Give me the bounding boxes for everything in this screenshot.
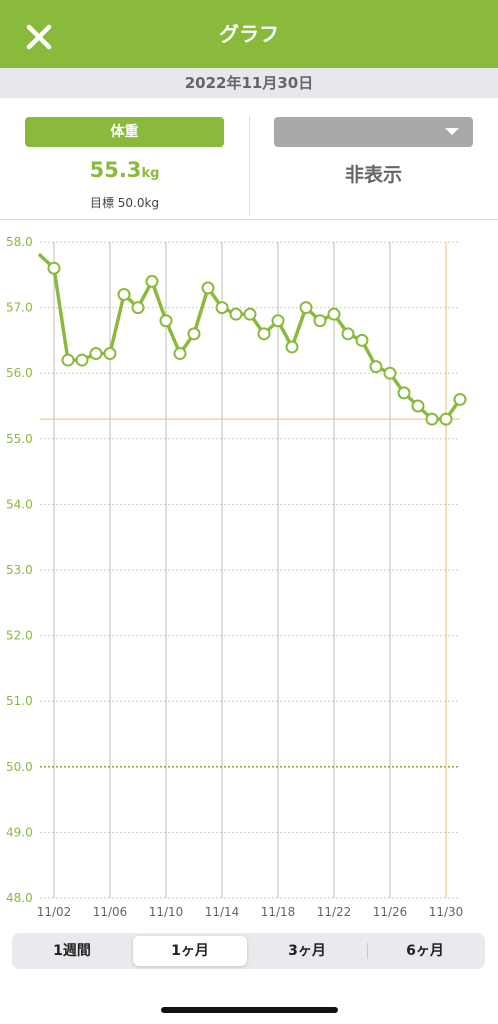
x-tick-label: 11/18 [261, 905, 296, 919]
current-weight-value: 55.3 [89, 158, 142, 182]
x-tick-label: 11/02 [37, 905, 72, 919]
y-tick-label: 51.0 [6, 694, 33, 708]
weight-line [38, 253, 462, 421]
data-point [355, 333, 369, 347]
weight-button[interactable]: 体重 [25, 117, 224, 147]
data-point [145, 274, 159, 288]
data-point [75, 353, 89, 367]
y-tick-label: 49.0 [6, 825, 33, 839]
data-point [439, 412, 453, 426]
triangle-down-icon [445, 128, 459, 135]
period-selector: 1週間 1ヶ月 3ヶ月 6ヶ月 [12, 933, 485, 969]
x-tick-label: 11/06 [93, 905, 128, 919]
data-point [89, 347, 103, 361]
segment-1month[interactable]: 1ヶ月 [133, 936, 247, 966]
x-tick-label: 11/10 [149, 905, 184, 919]
data-point [271, 314, 285, 328]
current-weight: 55.3kg [25, 158, 224, 182]
data-point [61, 353, 75, 367]
y-tick-label: 56.0 [6, 366, 33, 380]
y-tick-label: 53.0 [6, 563, 33, 577]
data-point [243, 307, 257, 321]
home-indicator [161, 1007, 338, 1013]
segment-divider [367, 943, 368, 959]
data-point [215, 301, 229, 315]
data-point [173, 347, 187, 361]
date-label: 2022年11月30日 [0, 68, 498, 98]
data-point [369, 360, 383, 374]
header-bar: グラフ [0, 0, 498, 68]
y-tick-label: 52.0 [6, 629, 33, 643]
y-tick-label: 55.0 [6, 432, 33, 446]
data-point [103, 347, 117, 361]
x-tick-label: 11/26 [373, 905, 408, 919]
y-tick-label: 57.0 [6, 301, 33, 315]
y-tick-label: 58.0 [6, 235, 33, 249]
data-point [201, 281, 215, 295]
weight-chart: 11/02 11/06 11/10 11/14 11/18 11/22 11/26 11/30… [6, 235, 467, 919]
data-point [383, 366, 397, 380]
panel-divider [249, 116, 250, 216]
segment-6months[interactable]: 6ヶ月 [406, 943, 444, 959]
data-point [131, 301, 145, 315]
goal-weight: 目標 50.0kg [89, 196, 160, 210]
compare-dropdown[interactable] [274, 117, 473, 147]
compare-status: 非表示 [344, 164, 402, 186]
data-point [453, 392, 467, 406]
data-point [299, 301, 313, 315]
x-tick-label: 11/22 [317, 905, 352, 919]
y-tick-label: 54.0 [6, 497, 33, 511]
data-point [229, 307, 243, 321]
data-point [397, 386, 411, 400]
page-title: グラフ [219, 22, 279, 46]
data-point [187, 327, 201, 341]
segment-1week[interactable]: 1週間 [53, 943, 91, 959]
x-tick-label: 11/14 [205, 905, 240, 919]
data-point [117, 287, 131, 301]
data-point [341, 327, 355, 341]
summary-panels: 体重 55.3kg 目標 50.0kg 非表示 [0, 98, 498, 220]
y-tick-label: 50.0 [6, 760, 33, 774]
y-tick-label: 48.0 [6, 891, 33, 905]
current-weight-unit: kg [141, 166, 160, 181]
data-point [313, 314, 327, 328]
data-point [425, 412, 439, 426]
data-point [327, 307, 341, 321]
x-tick-label: 11/30 [429, 905, 464, 919]
close-icon[interactable] [22, 20, 56, 54]
data-point [159, 314, 173, 328]
segment-3months[interactable]: 3ヶ月 [288, 943, 326, 959]
data-point [285, 340, 299, 354]
data-point [47, 261, 61, 275]
data-point [257, 327, 271, 341]
data-point [411, 399, 425, 413]
